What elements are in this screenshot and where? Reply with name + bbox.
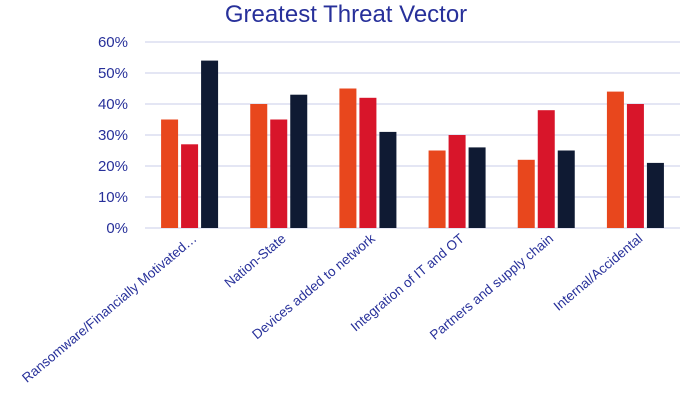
bar <box>270 119 288 228</box>
bar <box>161 119 179 228</box>
bar <box>537 110 555 228</box>
chart-title: Greatest Threat Vector <box>224 1 468 28</box>
bar <box>646 162 664 228</box>
x-tick-label: Nation-State <box>222 231 289 291</box>
y-tick-label: 30% <box>98 127 128 144</box>
y-tick-label: 50% <box>98 65 128 82</box>
bar <box>606 91 624 228</box>
x-axis-ticks: Ransomware/Financially Motivated… Nation-… <box>19 231 645 386</box>
bar <box>448 135 466 228</box>
bar <box>201 60 219 228</box>
y-tick-label: 60% <box>98 34 128 51</box>
gridlines <box>145 41 680 229</box>
y-axis-ticks: 0% 10% 20% 30% 40% 50% 60% <box>98 34 128 237</box>
bar <box>339 88 357 228</box>
bar <box>557 150 575 228</box>
x-tick-label: Internal/Accidental <box>551 231 646 314</box>
y-tick-label: 40% <box>98 96 128 113</box>
y-tick-label: 20% <box>98 158 128 175</box>
bar <box>290 94 308 228</box>
y-tick-label: 0% <box>106 220 128 237</box>
bar <box>468 147 486 228</box>
bar <box>250 104 268 228</box>
bar <box>379 131 397 228</box>
bars <box>161 60 664 228</box>
bar <box>626 104 644 228</box>
bar <box>428 150 446 228</box>
bar <box>359 97 377 228</box>
bar <box>517 159 535 228</box>
x-tick-label: Ransomware/Financially Motivated… <box>19 231 199 386</box>
y-tick-label: 10% <box>98 189 128 206</box>
bar <box>181 144 199 228</box>
